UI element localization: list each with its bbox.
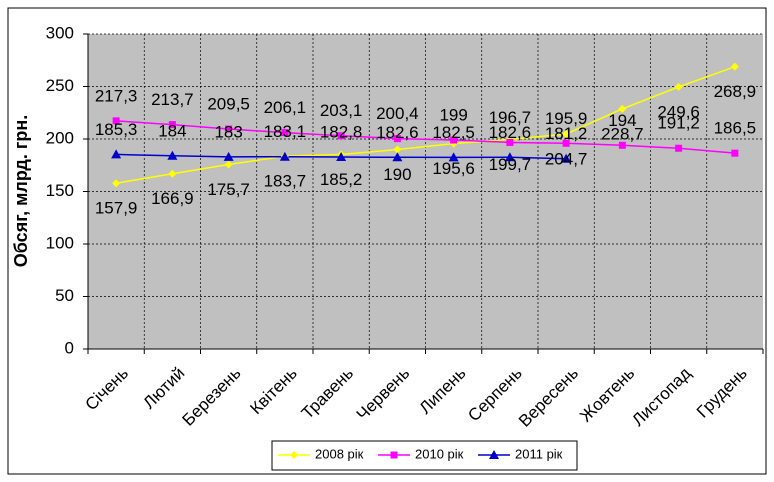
- data-label: 183: [214, 122, 242, 141]
- data-label: 184: [158, 121, 186, 140]
- point: [562, 139, 570, 147]
- point: [393, 145, 402, 154]
- point: [223, 151, 234, 161]
- point: [448, 152, 459, 162]
- legend-marker: [390, 451, 398, 459]
- data-label: 195,9: [545, 109, 588, 128]
- data-label: 157,9: [95, 199, 138, 218]
- point: [730, 62, 739, 71]
- legend-marker: [489, 450, 499, 459]
- legend-marker: [290, 451, 298, 459]
- data-label: 203,1: [320, 101, 363, 120]
- data-label: 200,4: [376, 104, 419, 123]
- point: [561, 153, 572, 163]
- data-label: 209,5: [207, 95, 250, 114]
- y-tick-label: 0: [65, 338, 74, 357]
- y-tick-label: 300: [46, 23, 74, 42]
- point: [337, 132, 345, 140]
- point: [506, 138, 514, 146]
- data-label: 268,9: [714, 82, 757, 101]
- data-label: 182,5: [432, 123, 475, 142]
- y-tick-label: 100: [46, 233, 74, 252]
- point: [731, 149, 739, 157]
- data-label: 175,7: [207, 180, 250, 199]
- data-label: 166,9: [151, 189, 194, 208]
- point: [504, 152, 515, 162]
- point: [112, 179, 121, 188]
- data-label: 194: [608, 111, 636, 130]
- point: [392, 152, 403, 162]
- data-label: 228,7: [601, 124, 644, 143]
- point: [336, 152, 347, 162]
- point: [111, 149, 122, 159]
- data-label: 183,1: [264, 122, 307, 141]
- data-label: 182,6: [489, 123, 532, 142]
- data-label: 195,6: [432, 159, 475, 178]
- data-label: 186,5: [714, 119, 757, 138]
- y-tick-label: 50: [55, 286, 74, 305]
- series-line: [116, 65, 736, 184]
- data-label: 191,2: [657, 114, 700, 133]
- data-label: 185,3: [95, 120, 138, 139]
- point: [112, 117, 120, 125]
- point: [618, 104, 627, 113]
- data-label: 190: [383, 165, 411, 184]
- point: [674, 82, 683, 91]
- data-label: 204,7: [545, 150, 588, 169]
- point: [168, 121, 176, 129]
- point: [279, 151, 290, 161]
- point: [618, 141, 626, 149]
- data-label: 185,2: [320, 170, 363, 189]
- y-axis-label: Обсяг, млрд. грн.: [11, 115, 31, 267]
- point: [393, 135, 401, 143]
- data-label: 183,7: [264, 172, 307, 191]
- point: [167, 150, 178, 160]
- data-label: 182,6: [376, 123, 419, 142]
- data-label: 196,7: [489, 108, 532, 127]
- point: [562, 130, 571, 139]
- y-tick-label: 250: [46, 76, 74, 95]
- data-label: 199: [439, 106, 467, 125]
- point: [675, 144, 683, 152]
- point: [225, 125, 233, 133]
- data-label: 206,1: [264, 98, 307, 117]
- legend-label: 2010 рік: [415, 446, 464, 461]
- point: [224, 160, 233, 169]
- y-tick-label: 150: [46, 181, 74, 200]
- data-label: 249,6: [657, 102, 700, 121]
- data-label: 217,3: [95, 86, 138, 105]
- point: [281, 129, 289, 137]
- data-label: 181,2: [545, 124, 588, 143]
- legend-label: 2008 рік: [315, 446, 364, 461]
- data-label: 213,7: [151, 90, 194, 109]
- series-line: [116, 120, 735, 154]
- y-tick-label: 200: [46, 128, 74, 147]
- point: [450, 136, 458, 144]
- point: [168, 169, 177, 178]
- data-label: 182,8: [320, 123, 363, 142]
- legend-label: 2011 рік: [515, 446, 563, 461]
- legend-box: [271, 440, 578, 471]
- data-label: 199,7: [489, 155, 532, 174]
